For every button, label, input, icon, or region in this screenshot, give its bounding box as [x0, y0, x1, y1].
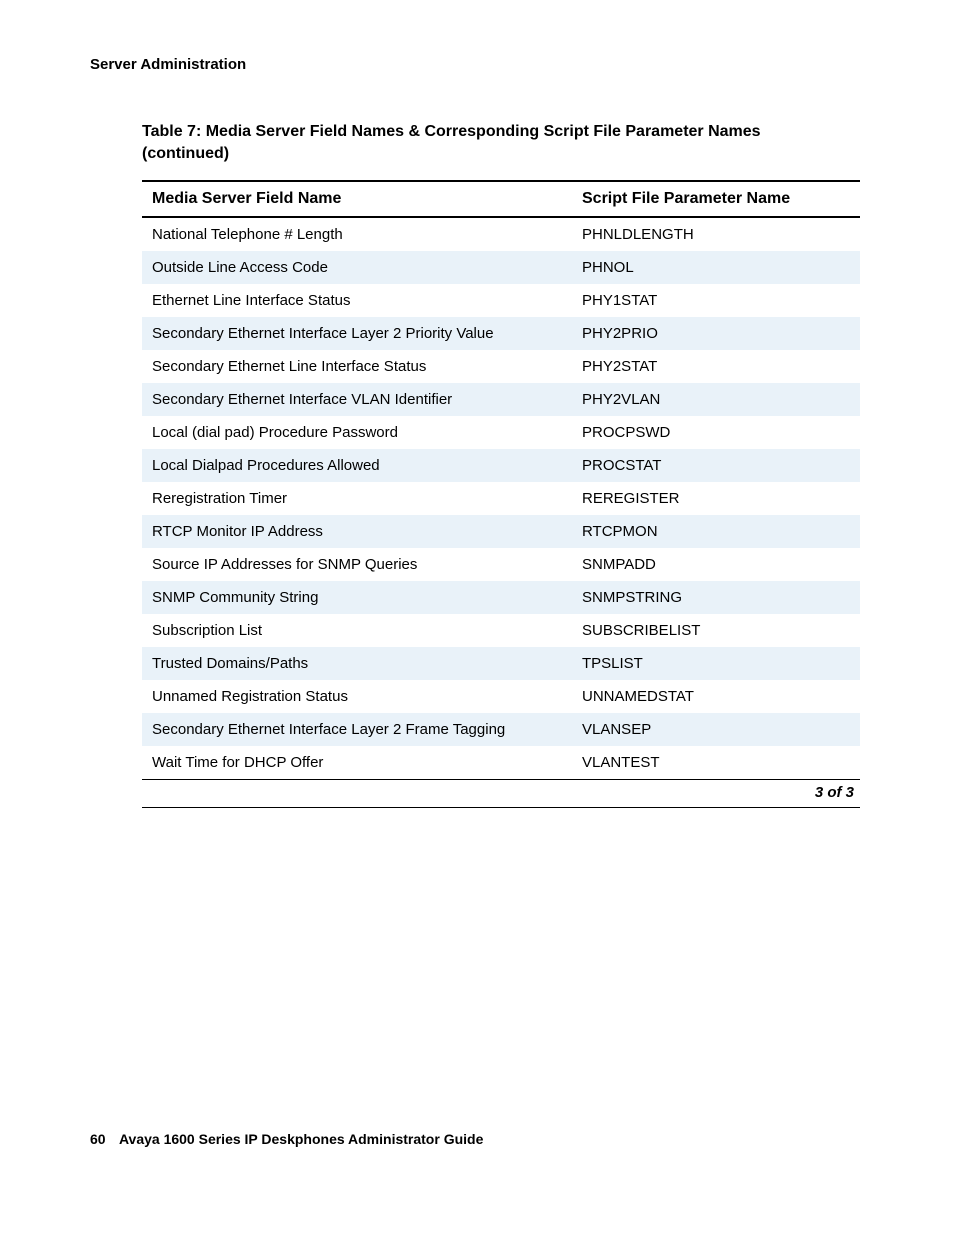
doc-title: Avaya 1600 Series IP Deskphones Administ…	[119, 1131, 483, 1147]
cell-param-name: PHNLDLENGTH	[572, 217, 860, 251]
table-row: National Telephone # Length PHNLDLENGTH	[142, 217, 860, 251]
table-row: Secondary Ethernet Line Interface Status…	[142, 350, 860, 383]
table-row: Outside Line Access Code PHNOL	[142, 251, 860, 284]
table-row: Local (dial pad) Procedure Password PROC…	[142, 416, 860, 449]
cell-field-name: Secondary Ethernet Interface Layer 2 Fra…	[142, 713, 572, 746]
cell-param-name: UNNAMEDSTAT	[572, 680, 860, 713]
table-row: SNMP Community String SNMPSTRING	[142, 581, 860, 614]
table-row: Subscription List SUBSCRIBELIST	[142, 614, 860, 647]
cell-field-name: Wait Time for DHCP Offer	[142, 746, 572, 779]
cell-param-name: PHY2STAT	[572, 350, 860, 383]
cell-param-name: PHY1STAT	[572, 284, 860, 317]
col-header-field-name: Media Server Field Name	[142, 181, 572, 217]
cell-param-name: TPSLIST	[572, 647, 860, 680]
table-row: Secondary Ethernet Interface Layer 2 Pri…	[142, 317, 860, 350]
page-footer: 60 Avaya 1600 Series IP Deskphones Admin…	[90, 1131, 483, 1147]
document-page: Server Administration Table 7: Media Ser…	[0, 0, 954, 1235]
cell-field-name: SNMP Community String	[142, 581, 572, 614]
cell-param-name: PHY2VLAN	[572, 383, 860, 416]
cell-param-name: RTCPMON	[572, 515, 860, 548]
cell-param-name: PROCPSWD	[572, 416, 860, 449]
table-header-row: Media Server Field Name Script File Para…	[142, 181, 860, 217]
table-row: Ethernet Line Interface Status PHY1STAT	[142, 284, 860, 317]
table-caption: Table 7: Media Server Field Names & Corr…	[142, 121, 844, 166]
cell-field-name: Trusted Domains/Paths	[142, 647, 572, 680]
cell-param-name: VLANTEST	[572, 746, 860, 779]
cell-param-name: VLANSEP	[572, 713, 860, 746]
cell-field-name: Reregistration Timer	[142, 482, 572, 515]
cell-field-name: Secondary Ethernet Interface Layer 2 Pri…	[142, 317, 572, 350]
parameter-table: Media Server Field Name Script File Para…	[142, 180, 860, 779]
table-page-indicator: 3 of 3	[142, 779, 860, 808]
col-header-param-name: Script File Parameter Name	[572, 181, 860, 217]
section-header: Server Administration	[90, 56, 864, 73]
table-row: Local Dialpad Procedures Allowed PROCSTA…	[142, 449, 860, 482]
cell-param-name: SNMPADD	[572, 548, 860, 581]
table-row: RTCP Monitor IP Address RTCPMON	[142, 515, 860, 548]
table-row: Secondary Ethernet Interface Layer 2 Fra…	[142, 713, 860, 746]
table-row: Wait Time for DHCP Offer VLANTEST	[142, 746, 860, 779]
cell-field-name: Outside Line Access Code	[142, 251, 572, 284]
cell-param-name: PHY2PRIO	[572, 317, 860, 350]
cell-field-name: Secondary Ethernet Line Interface Status	[142, 350, 572, 383]
cell-field-name: Subscription List	[142, 614, 572, 647]
cell-param-name: PROCSTAT	[572, 449, 860, 482]
cell-field-name: Unnamed Registration Status	[142, 680, 572, 713]
cell-param-name: PHNOL	[572, 251, 860, 284]
cell-param-name: SNMPSTRING	[572, 581, 860, 614]
cell-field-name: Local Dialpad Procedures Allowed	[142, 449, 572, 482]
cell-param-name: SUBSCRIBELIST	[572, 614, 860, 647]
cell-param-name: REREGISTER	[572, 482, 860, 515]
cell-field-name: Source IP Addresses for SNMP Queries	[142, 548, 572, 581]
cell-field-name: Secondary Ethernet Interface VLAN Identi…	[142, 383, 572, 416]
table-row: Source IP Addresses for SNMP Queries SNM…	[142, 548, 860, 581]
table-row: Secondary Ethernet Interface VLAN Identi…	[142, 383, 860, 416]
table-row: Trusted Domains/Paths TPSLIST	[142, 647, 860, 680]
cell-field-name: National Telephone # Length	[142, 217, 572, 251]
cell-field-name: Local (dial pad) Procedure Password	[142, 416, 572, 449]
cell-field-name: RTCP Monitor IP Address	[142, 515, 572, 548]
page-number: 60	[90, 1131, 106, 1147]
table-row: Unnamed Registration Status UNNAMEDSTAT	[142, 680, 860, 713]
table-row: Reregistration Timer REREGISTER	[142, 482, 860, 515]
cell-field-name: Ethernet Line Interface Status	[142, 284, 572, 317]
